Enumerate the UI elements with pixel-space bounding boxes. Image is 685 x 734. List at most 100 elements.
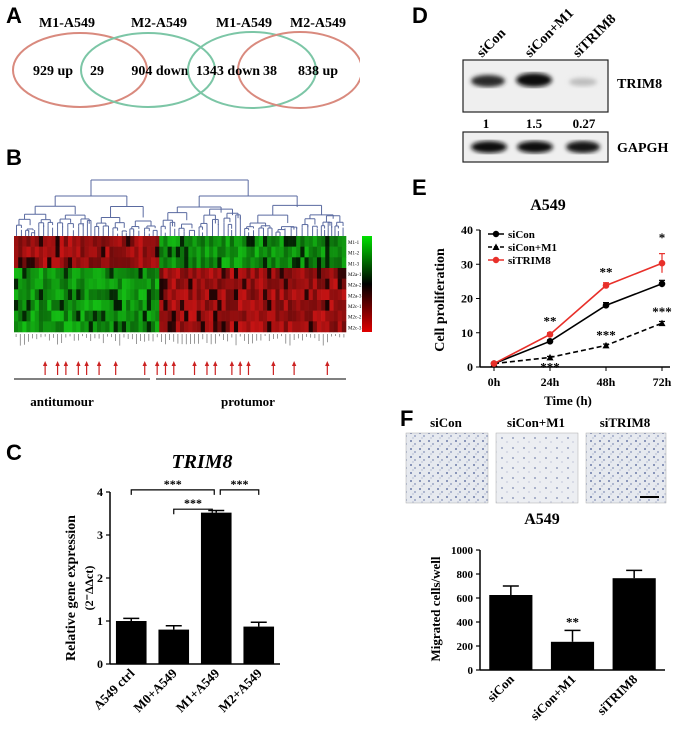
- heatmap-cell: [163, 257, 168, 269]
- heatmap-cell: [121, 246, 127, 258]
- heatmap-cell: [67, 289, 73, 301]
- heatmap-cell: [333, 257, 338, 269]
- heatmap-cell: [341, 278, 347, 290]
- heatmap-cell: [329, 278, 334, 290]
- heatmap-cell: [72, 278, 77, 290]
- heatmap-cell: [217, 268, 222, 279]
- chart-c-bars: [115, 509, 275, 664]
- bar: [200, 512, 232, 664]
- y-tick-label: 1: [97, 614, 103, 628]
- heatmap-cell: [150, 246, 156, 258]
- heatmap-cell: [312, 268, 318, 279]
- heatmap-cell: [258, 278, 264, 290]
- heatmap-cell: [296, 278, 301, 290]
- heatmap-cell: [209, 246, 214, 258]
- heatmap-cell: [258, 257, 264, 269]
- heatmap-cell: [246, 236, 251, 247]
- heatmap-cell: [171, 257, 177, 269]
- heatmap-cell: [316, 278, 322, 290]
- heatmap-cell: [312, 289, 318, 301]
- heatmap-cell: [26, 278, 31, 290]
- heatmap-cell: [167, 321, 172, 333]
- heatmap-cell: [275, 278, 280, 290]
- heatmap-cell: [150, 300, 156, 311]
- heatmap-cell: [200, 321, 206, 333]
- heatmap-cell: [292, 321, 297, 333]
- heatmap-cell: [242, 246, 247, 258]
- heatmap-cell: [283, 321, 289, 333]
- heatmap-cell: [134, 289, 139, 301]
- venn-right-set1: M1-A549: [216, 16, 272, 31]
- heatmap-row-label: M1-3: [348, 262, 360, 267]
- heatmap-cell: [225, 300, 231, 311]
- heatmap-cell: [341, 257, 347, 269]
- heatmap-cell: [155, 257, 160, 269]
- heatmap-cell: [59, 246, 65, 258]
- heatmap-cell: [175, 300, 181, 311]
- heatmap-cell: [14, 289, 19, 301]
- heatmap-cell: [171, 268, 177, 279]
- heatmap-cell: [304, 236, 309, 247]
- heatmap-cell: [242, 278, 247, 290]
- heatmap-cell: [30, 300, 36, 311]
- heatmap-cell: [38, 268, 44, 279]
- lane-label-2: siCon+M1: [522, 6, 577, 61]
- heatmap-cell: [101, 321, 106, 333]
- heatmap-cell: [275, 268, 280, 279]
- heatmap-cell: [142, 268, 148, 279]
- heatmap-cell: [63, 289, 69, 301]
- venn-right-only2: 838 up: [298, 64, 338, 79]
- heatmap-cell: [51, 246, 56, 258]
- y-tick-label: 20: [461, 292, 473, 306]
- heatmap-cell: [101, 289, 106, 301]
- heatmap-cell: [14, 321, 19, 333]
- heatmap-cell: [126, 246, 131, 258]
- heatmap-arrows: [42, 361, 330, 375]
- heatmap-cell: [67, 321, 73, 333]
- data-point: [602, 282, 610, 289]
- chart-f-significance: **: [566, 614, 579, 629]
- heatmap-cell: [316, 268, 322, 279]
- heatmap-cell: [30, 257, 36, 269]
- heatmap-cell: [84, 310, 89, 322]
- heatmap-cell: [34, 257, 40, 269]
- heatmap-cell: [97, 246, 102, 258]
- heatmap-cell: [308, 278, 314, 290]
- heatmap-cell: [188, 236, 193, 247]
- heatmap-cell: [300, 268, 305, 279]
- heatmap-cell: [159, 236, 164, 247]
- red-arrow-head: [237, 361, 243, 366]
- heatmap-cell: [113, 268, 119, 279]
- heatmap-cell: [258, 268, 264, 279]
- heatmap-cell: [287, 321, 293, 333]
- heatmap-cell: [209, 321, 214, 333]
- heatmap-cell: [38, 236, 44, 247]
- heatmap-cell: [192, 246, 197, 258]
- heatmap-cell: [101, 236, 106, 247]
- heatmap-cell: [271, 278, 276, 290]
- heatmap-cell: [76, 236, 81, 247]
- heatmap-cell: [138, 278, 143, 290]
- heatmap-cell: [246, 321, 251, 333]
- venn-right-green-circle: [187, 31, 317, 109]
- heatmap-cell: [200, 268, 206, 279]
- heatmap-cell: [233, 236, 239, 247]
- heatmap-cell: [184, 300, 189, 311]
- heatmap-cell: [167, 246, 172, 258]
- heatmap-cell: [192, 300, 197, 311]
- heatmap-cells: [14, 236, 347, 333]
- heatmap-cell: [47, 289, 52, 301]
- red-arrow-head: [192, 361, 197, 366]
- heatmap-cell: [130, 310, 135, 322]
- heatmap-cell: [92, 257, 98, 269]
- image-label-3: siTRIM8: [600, 415, 651, 430]
- red-arrow-head: [154, 361, 160, 366]
- heatmap-cell: [296, 310, 301, 322]
- heatmap-cell: [134, 246, 139, 258]
- heatmap-cell: [63, 321, 69, 333]
- heatmap-cell: [188, 278, 193, 290]
- heatmap-cell: [337, 257, 343, 269]
- heatmap-cell: [196, 300, 202, 311]
- heatmap-cell: [72, 310, 77, 322]
